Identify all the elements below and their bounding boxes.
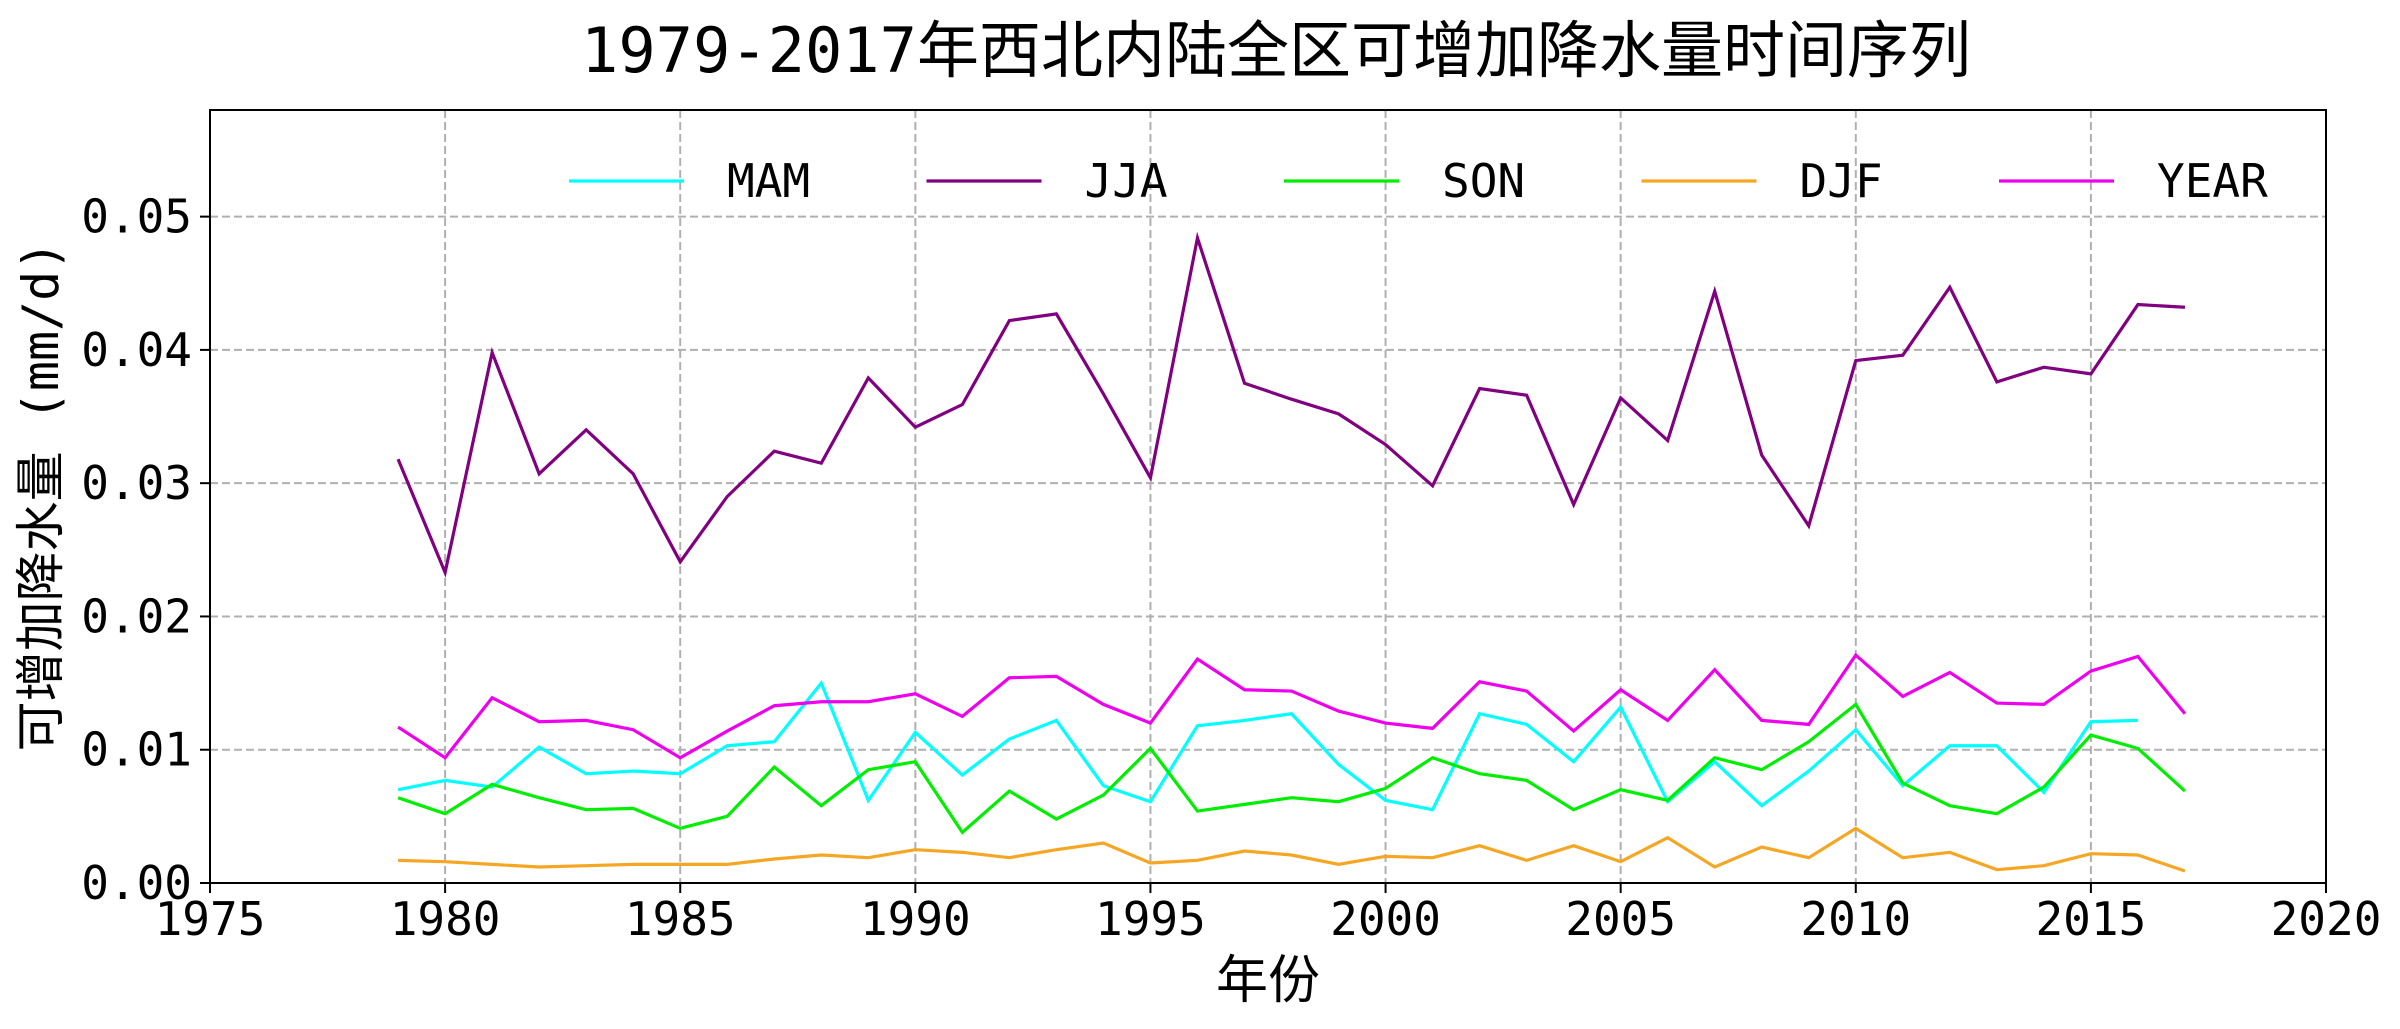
x-tick-label: 2000	[1330, 892, 1441, 946]
series-line-jja	[396, 231, 2186, 578]
x-tick-label: 2005	[1565, 892, 1676, 946]
legend-label-mam: MAM	[727, 154, 810, 208]
x-tick-label: 1990	[860, 892, 971, 946]
legend-label-djf: DJF	[1800, 154, 1883, 208]
plot-frame	[209, 109, 2327, 884]
legend-label-son: SON	[1442, 154, 1525, 208]
x-axis-label: 年份	[1216, 951, 1320, 1011]
y-tick-label: 0.00	[81, 856, 192, 910]
legend-label-year: YEAR	[2157, 154, 2268, 208]
chart-title: 1979-2017年西北内陆全区可增加降水量时间序列	[581, 14, 1971, 87]
legend-label-jja: JJA	[1085, 154, 1168, 208]
x-tick-label: 1995	[1095, 892, 1206, 946]
x-tick-label: 2010	[1800, 892, 1911, 946]
series-line-year	[397, 652, 2187, 760]
x-tick-label: 2020	[2271, 892, 2382, 946]
x-tick-label: 1985	[625, 892, 736, 946]
y-axis-label: 可增加降水量 (mm/d)	[12, 241, 70, 752]
series-lines	[396, 231, 2187, 873]
y-tick-label: 0.03	[81, 456, 192, 510]
y-tick-label: 0.04	[81, 323, 192, 377]
x-tick-label: 1980	[390, 892, 501, 946]
y-tick-label: 0.05	[81, 190, 192, 244]
x-tick-label: 2015	[2035, 892, 2146, 946]
y-tick-label: 0.02	[81, 589, 192, 643]
grid	[209, 110, 2327, 884]
legend: MAM JJA SON DJF YEAR	[569, 154, 2268, 208]
series-line-son	[397, 702, 2187, 835]
y-tick-label: 0.01	[81, 723, 192, 777]
series-line-mam	[397, 679, 2138, 812]
x-tick-label: 1975	[155, 892, 266, 946]
axis-ticks: 1975 1980 1985 1990 1995 2000 2005 2010 2015 2020…	[81, 190, 2381, 946]
series-line-djf	[398, 826, 2186, 873]
